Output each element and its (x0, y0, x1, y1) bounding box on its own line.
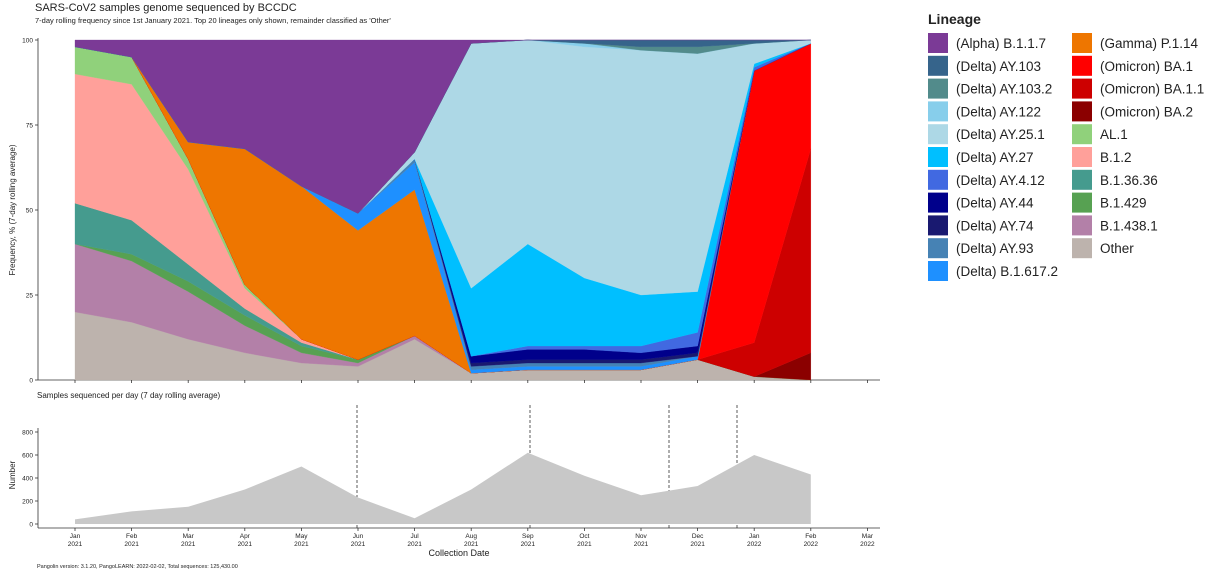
x-tick-label: Feb 2021 (124, 533, 139, 548)
legend-label: (Omicron) BA.1.1 (1100, 82, 1204, 97)
legend-swatch (1072, 238, 1092, 259)
chart-subtitle: 7-day rolling frequency since 1st Januar… (35, 16, 391, 25)
legend-label: B.1.36.36 (1100, 173, 1158, 188)
y-tick-label: 100 (22, 38, 33, 45)
legend-label: (Delta) B.1.617.2 (956, 264, 1058, 279)
legend-label: (Delta) AY.27 (956, 150, 1034, 165)
x-tick-label: Oct 2021 (577, 533, 592, 548)
legend-swatch (928, 169, 948, 190)
legend-swatch (1072, 101, 1092, 122)
x-tick-label: Apr 2021 (238, 533, 253, 548)
legend-label: (Alpha) B.1.1.7 (956, 36, 1046, 51)
x-tick-label: Jan 2021 (68, 533, 83, 548)
y-tick-label: 75 (26, 123, 34, 130)
legend-swatch (928, 261, 948, 281)
x-tick-label: Sep 2021 (521, 533, 536, 548)
x-tick-label: Dec 2021 (690, 533, 705, 548)
legend-swatch (928, 55, 948, 76)
legend-label: (Delta) AY.4.12 (956, 173, 1045, 188)
legend-swatch (1072, 124, 1092, 145)
chart-title: SARS-CoV2 samples genome sequenced by BC… (35, 2, 297, 14)
legend-swatch (1072, 33, 1092, 53)
y-tick-label: 25 (26, 293, 34, 300)
legend-swatch (1072, 147, 1092, 167)
legend-swatch (928, 78, 948, 99)
x-tick-label: Jul 2021 (407, 533, 422, 548)
legend-swatch (1072, 169, 1092, 190)
legend-label: (Delta) AY.93 (956, 241, 1034, 256)
y-tick-label: 200 (22, 499, 33, 506)
x-tick-label: Jun 2021 (351, 533, 366, 548)
y-tick-label: 800 (22, 430, 33, 437)
legend-label: B.1.429 (1100, 196, 1147, 211)
legend-swatch (928, 124, 948, 145)
x-tick-label: Jan 2022 (747, 533, 762, 548)
caption: Pangolin version: 3.1.20, PangoLEARN: 20… (37, 564, 238, 570)
x-tick-label: Nov 2021 (634, 533, 649, 548)
legend-swatch (928, 33, 948, 53)
legend-swatch (928, 101, 948, 122)
legend-swatch (1072, 215, 1092, 236)
y-tick-label: 400 (22, 476, 33, 483)
legend-swatch (928, 147, 948, 167)
y-axis-label: Frequency, % (7-day rolling average) (8, 144, 17, 275)
legend-label: (Delta) AY.74 (956, 218, 1034, 233)
x-tick-label: Aug 2021 (464, 533, 479, 548)
legend-label: (Omicron) BA.1 (1100, 59, 1193, 74)
legend-label: (Gamma) P.1.14 (1100, 36, 1199, 51)
legend-label: (Delta) AY.25.1 (956, 127, 1045, 142)
y-axis-label: Number (8, 460, 17, 489)
legend-swatch (1072, 192, 1092, 213)
x-tick-label: May 2021 (294, 533, 309, 548)
panel-title: Samples sequenced per day (7 day rolling… (37, 391, 221, 400)
x-tick-label: Feb 2022 (804, 533, 819, 548)
y-tick-label: 50 (26, 208, 34, 215)
y-tick-label: 0 (29, 522, 33, 529)
area (74, 39, 811, 214)
legend-swatch (1072, 55, 1092, 76)
legend-title: Lineage (928, 11, 981, 27)
legend-label: Other (1100, 241, 1134, 256)
legend-swatch (928, 215, 948, 236)
x-tick-label: Mar 2022 (860, 533, 875, 548)
x-tick-label: Mar 2021 (181, 533, 196, 548)
y-tick-label: 600 (22, 453, 33, 460)
y-tick-label: 0 (29, 378, 33, 385)
area (75, 452, 811, 524)
legend-label: (Omicron) BA.2 (1100, 104, 1193, 119)
legend-label: AL.1 (1100, 127, 1128, 142)
legend-label: B.1.2 (1100, 150, 1132, 165)
legend-label: (Delta) AY.44 (956, 196, 1034, 211)
legend-label: (Delta) AY.122 (956, 104, 1041, 119)
legend-label: (Delta) AY.103 (956, 59, 1041, 74)
legend-swatch (928, 238, 948, 259)
legend-label: (Delta) AY.103.2 (956, 82, 1052, 97)
legend-label: B.1.438.1 (1100, 218, 1158, 233)
legend-swatch (928, 192, 948, 213)
x-axis-label: Collection Date (428, 548, 489, 558)
legend-swatch (1072, 78, 1092, 99)
